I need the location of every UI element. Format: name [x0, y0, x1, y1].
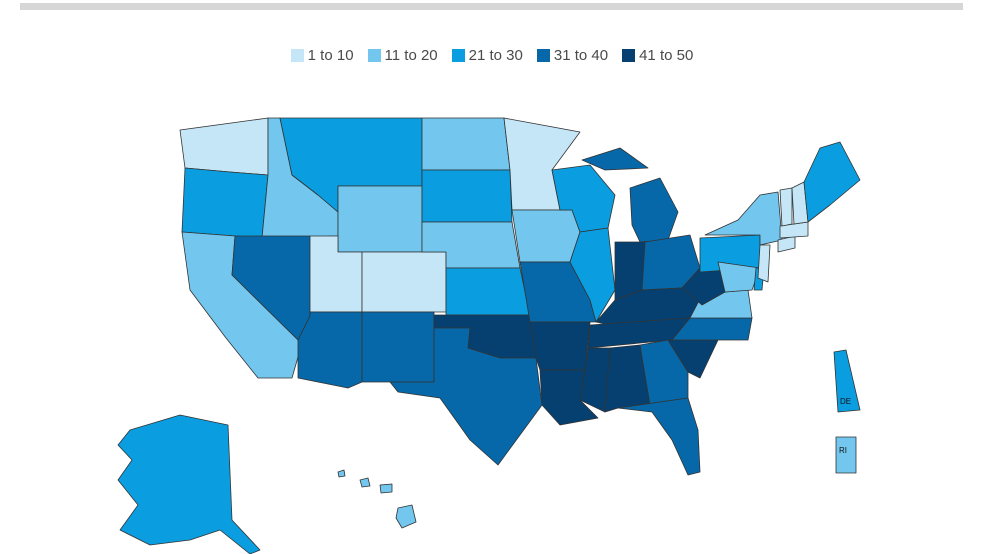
state-iowa — [511, 209, 581, 263]
state-mississippi — [579, 347, 611, 413]
state-maryland — [717, 261, 761, 293]
legend-item-1-10: 1 to 10 — [290, 47, 354, 64]
state-north-dakota — [421, 117, 511, 171]
legend-label: 41 to 50 — [639, 47, 694, 64]
state-colorado — [361, 251, 447, 313]
state-texas — [389, 327, 543, 466]
state-florida — [617, 397, 701, 476]
state-maine — [803, 141, 861, 223]
state-new-mexico — [361, 311, 435, 383]
inset-delaware — [833, 349, 861, 413]
state-wyoming — [337, 185, 423, 253]
inset-label-ri: RI — [839, 446, 847, 455]
state-north-carolina — [671, 317, 753, 341]
state-kansas — [445, 267, 531, 316]
legend-label: 31 to 40 — [553, 47, 609, 64]
state-georgia — [639, 339, 689, 406]
legend-swatch — [451, 49, 465, 62]
legend-swatch — [536, 49, 550, 62]
legend-item-11-20: 11 to 20 — [367, 47, 438, 64]
state-arizona — [297, 311, 363, 389]
state-arkansas — [529, 321, 591, 371]
state-hawaii — [337, 469, 417, 529]
inset-label-de: DE — [840, 397, 851, 406]
state-alaska — [117, 414, 261, 554]
legend-item-41-50: 41 to 50 — [622, 47, 693, 64]
legend-swatch — [622, 49, 636, 62]
inset-rhode-island — [835, 436, 857, 474]
state-south-dakota — [421, 169, 513, 223]
state-new-york — [704, 191, 783, 246]
legend-label: 1 to 10 — [307, 47, 354, 64]
legend-item-31-40: 31 to 40 — [536, 47, 609, 64]
top-divider — [20, 3, 963, 10]
state-oregon — [181, 167, 269, 239]
legend-swatch — [367, 49, 381, 62]
legend-swatch — [290, 49, 304, 62]
legend: 1 to 10 11 to 20 21 to 30 31 to 40 41 to… — [0, 47, 984, 64]
legend-item-21-30: 21 to 30 — [451, 47, 523, 64]
legend-label: 11 to 20 — [384, 47, 438, 64]
legend-label: 21 to 30 — [468, 47, 523, 64]
state-vermont — [779, 187, 793, 227]
state-washington — [179, 117, 269, 176]
state-new-jersey — [757, 244, 771, 283]
